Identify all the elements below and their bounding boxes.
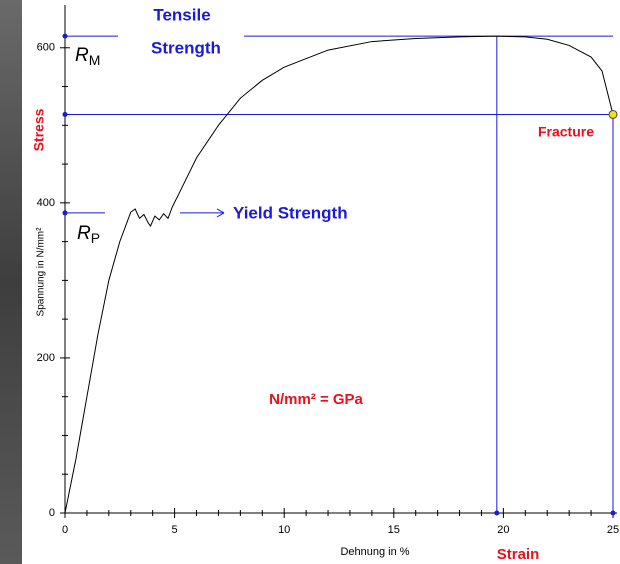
y-axis-title: Spannung in N/mm² <box>36 227 47 317</box>
x-axis-title: Dehnung in % <box>340 546 409 558</box>
fracture-point <box>608 109 618 119</box>
label-background <box>118 0 244 62</box>
symbol: RP <box>77 223 100 246</box>
strain-label: Strain <box>497 546 540 563</box>
y-tick-label: 600 <box>37 42 55 54</box>
x-tick-label: 0 <box>62 524 68 536</box>
symbol-subscript: P <box>91 230 100 246</box>
symbol-subscript: M <box>89 52 101 68</box>
plot-background <box>22 0 620 564</box>
x-tick-label: 15 <box>388 524 400 536</box>
symbol-letter: R <box>77 223 91 244</box>
axis-dot <box>62 210 68 216</box>
axis-dot <box>62 111 68 117</box>
x-tick-label: 10 <box>278 524 290 536</box>
axis-dot <box>610 510 616 516</box>
y-tick-label: 400 <box>37 197 55 209</box>
arrow-head <box>216 208 225 218</box>
y-tick-label: 200 <box>37 352 55 364</box>
background-strip <box>0 0 22 564</box>
x-tick-label: 5 <box>172 524 178 536</box>
axis-dot <box>62 33 68 39</box>
yield-label: Yield Strength <box>233 203 348 222</box>
tensile-label: Strength <box>151 38 221 57</box>
symbol-letter: R <box>75 45 89 66</box>
unit-note: N/mm² = GPa <box>269 391 363 408</box>
x-tick-label: 20 <box>497 524 509 536</box>
y-tick-label: 0 <box>49 507 55 519</box>
symbol: RM <box>75 45 100 68</box>
axis-dot <box>494 510 500 516</box>
x-tick-label: 25 <box>607 524 619 536</box>
fracture-label: Fracture <box>538 124 594 140</box>
stress-label: Stress <box>31 108 47 151</box>
tensile-label: Tensile <box>153 5 210 24</box>
stress-strain-curve <box>64 35 614 514</box>
